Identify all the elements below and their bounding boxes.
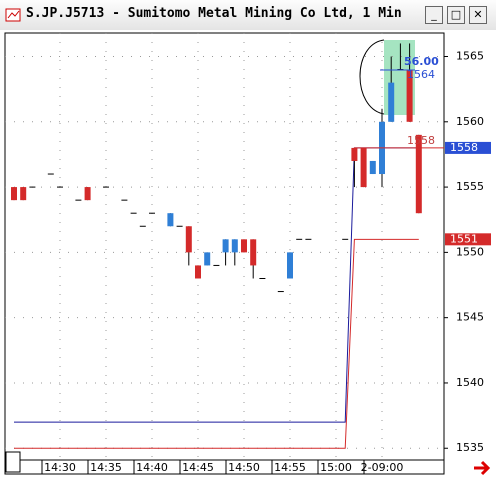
ellipse-drawing	[359, 39, 385, 115]
scroll-box[interactable]	[5, 451, 21, 473]
annotation: 1564	[407, 68, 435, 81]
x-tick-label: 14:55	[274, 461, 306, 474]
candle-body	[360, 147, 367, 188]
candle-body	[231, 239, 238, 253]
candle-body	[250, 239, 257, 266]
candle-body	[20, 187, 27, 201]
maximize-button[interactable]: □	[447, 6, 465, 24]
candle-body	[415, 134, 422, 214]
x-tick-label: 14:40	[136, 461, 168, 474]
candle-body	[195, 265, 201, 279]
time-axis	[4, 459, 445, 475]
candle-body	[204, 252, 211, 266]
chart: 1535 1540 1545 1550 1555 1560 1565 14:30 14:35 14…	[0, 30, 496, 480]
app-icon	[5, 8, 21, 22]
indicator-line	[14, 147, 419, 423]
y-tick-label: 1560	[456, 115, 484, 128]
minimize-button[interactable]: _	[425, 6, 443, 24]
candle-body	[11, 187, 17, 201]
x-tick-label: 14:35	[90, 461, 122, 474]
candle-body	[167, 213, 174, 227]
y-tick-label: 1535	[456, 441, 484, 454]
y-tick-label: 1545	[456, 311, 484, 324]
candle-body	[369, 160, 376, 175]
x-tick-label: 14:50	[228, 461, 260, 474]
price-marker-label: 1558	[450, 141, 478, 154]
candle-body	[222, 239, 229, 253]
y-tick-label: 1555	[456, 180, 484, 193]
scroll-arrow[interactable]	[474, 460, 491, 476]
x-tick-label: 15:00	[320, 461, 352, 474]
candle-body	[351, 147, 358, 161]
title-bar: S.JP.J5713 - Sumitomo Metal Mining Co Lt…	[0, 0, 496, 31]
candle-body	[388, 82, 395, 122]
candle-body	[406, 69, 413, 122]
candle-body	[84, 187, 91, 201]
candle-body	[241, 239, 247, 253]
y-tick-label: 1540	[456, 376, 484, 389]
candle-body	[185, 226, 192, 253]
annotation: 56.00	[404, 55, 439, 68]
y-tick-label: 1550	[456, 245, 484, 258]
price-marker-box	[445, 141, 491, 154]
x-tick-label: 14:45	[182, 461, 214, 474]
close-button[interactable]: ✕	[469, 6, 487, 24]
y-tick-label: 1565	[456, 50, 484, 63]
indicator-line	[14, 238, 419, 449]
x-tick-label: 14:30	[44, 461, 76, 474]
window-title: S.JP.J5713 - Sumitomo Metal Mining Co Lt…	[26, 6, 402, 21]
candle-body	[287, 252, 293, 279]
x-tick-label: 2-09:00	[361, 461, 404, 474]
price-marker-label: 1551	[450, 232, 478, 245]
annotation: 1558	[407, 134, 435, 147]
price-marker-box	[445, 233, 491, 246]
